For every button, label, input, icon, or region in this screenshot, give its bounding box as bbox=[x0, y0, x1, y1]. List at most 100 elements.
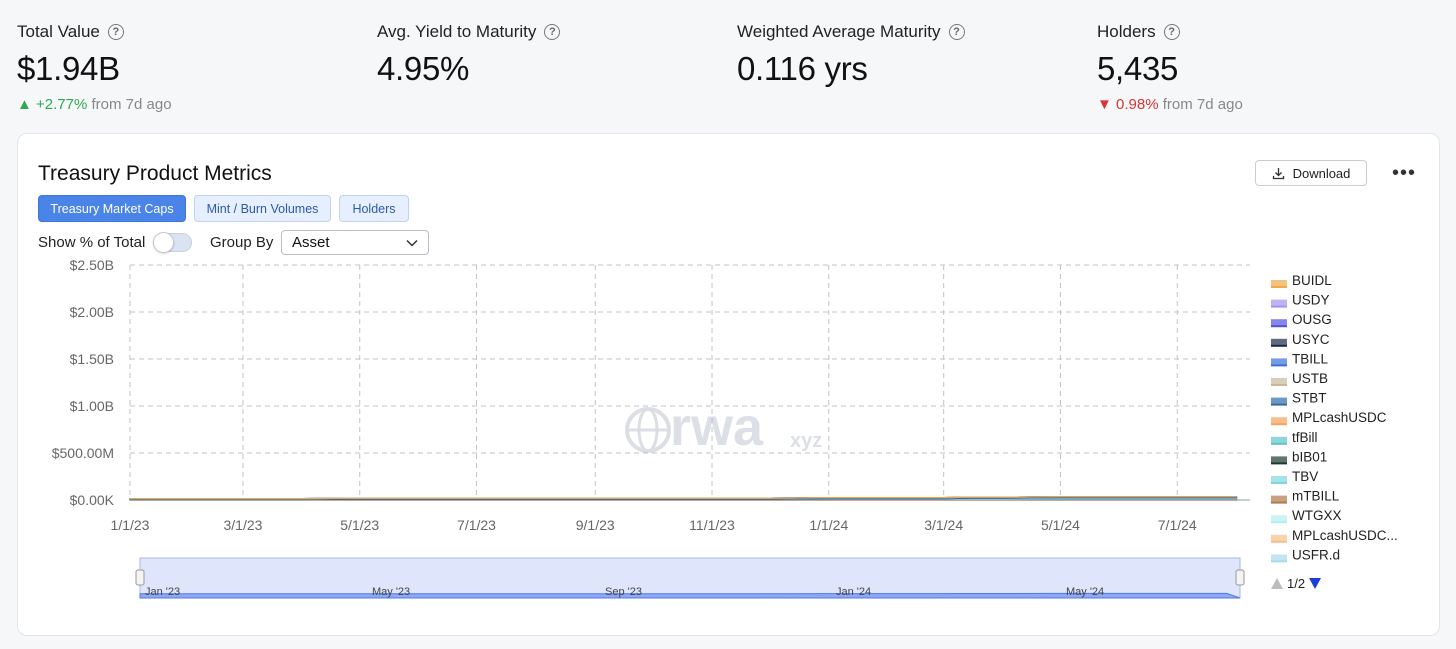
navigator-label: Jan '23 bbox=[145, 586, 180, 598]
metric-avg-yield: Avg. Yield to Maturity? 4.95% bbox=[377, 22, 561, 88]
metric-label: Weighted Average Maturity bbox=[737, 22, 941, 41]
navigator-label: Jan '24 bbox=[836, 586, 871, 598]
legend-label: WTGXX bbox=[1292, 508, 1342, 523]
help-icon[interactable]: ? bbox=[1163, 24, 1180, 40]
y-tick-label: $2.00B bbox=[70, 304, 114, 320]
area-series-buidl[interactable] bbox=[130, 496, 1237, 500]
legend-item[interactable]: tfBill bbox=[1271, 430, 1318, 445]
navigator-label: May '23 bbox=[372, 586, 410, 598]
legend-label: OUSG bbox=[1292, 312, 1332, 327]
x-tick-label: 1/1/23 bbox=[111, 517, 150, 533]
legend-swatch bbox=[1271, 456, 1287, 464]
x-tick-label: 11/1/23 bbox=[689, 517, 735, 533]
change-percent: 0.98% bbox=[1116, 96, 1159, 113]
group-by-select[interactable]: Asset bbox=[281, 230, 429, 255]
metric-label: Avg. Yield to Maturity bbox=[377, 22, 537, 41]
legend-label: BUIDL bbox=[1292, 273, 1332, 288]
metric-value: $1.94B bbox=[17, 50, 120, 87]
metric-label: Total Value bbox=[17, 22, 100, 41]
navigator-handle[interactable] bbox=[135, 569, 145, 586]
toggle-knob bbox=[153, 232, 174, 253]
legend-item[interactable]: MPLcashUSDC... bbox=[1271, 528, 1398, 543]
legend-next-icon[interactable] bbox=[1309, 578, 1321, 589]
change-suffix: from 7d ago bbox=[1162, 96, 1243, 113]
legend-swatch bbox=[1271, 554, 1287, 562]
download-button[interactable]: Download bbox=[1255, 160, 1367, 186]
help-icon[interactable]: ? bbox=[544, 24, 561, 40]
legend-item[interactable]: USDY bbox=[1271, 293, 1330, 308]
legend-prev-icon[interactable] bbox=[1271, 578, 1283, 589]
navigator-area bbox=[139, 592, 1241, 599]
legend-label: MPLcashUSDC bbox=[1292, 410, 1387, 425]
metric-holders: Holders? 5,435 ▼ 0.98% from 7d ago bbox=[1097, 22, 1243, 113]
x-tick-label: 7/1/23 bbox=[457, 517, 496, 533]
metric-total-value: Total Value? $1.94B ▲ +2.77% from 7d ago bbox=[17, 22, 172, 113]
x-tick-label: 9/1/23 bbox=[576, 517, 615, 533]
x-tick-label: 3/1/23 bbox=[223, 517, 262, 533]
legend-swatch bbox=[1271, 280, 1287, 287]
navigator-label: May '24 bbox=[1066, 586, 1104, 598]
legend-page-label: 1/2 bbox=[1287, 576, 1305, 591]
navigator-handle[interactable] bbox=[1235, 569, 1245, 586]
legend-label: USTB bbox=[1292, 371, 1328, 386]
legend-swatch bbox=[1271, 319, 1287, 327]
legend-label: tfBill bbox=[1292, 430, 1318, 445]
legend-item[interactable]: mTBILL bbox=[1271, 489, 1340, 504]
chevron-down-icon bbox=[406, 239, 418, 247]
watermark-suffix: xyz bbox=[790, 430, 822, 452]
legend-item[interactable]: TBV bbox=[1271, 469, 1318, 484]
legend-swatch bbox=[1271, 397, 1287, 405]
legend-swatch bbox=[1271, 378, 1287, 385]
group-by-label: Group By bbox=[210, 234, 274, 251]
legend-item[interactable]: USYC bbox=[1271, 332, 1330, 347]
legend-item[interactable]: MPLcashUSDC bbox=[1271, 410, 1387, 426]
card-title: Treasury Product Metrics bbox=[38, 162, 272, 185]
legend-swatch bbox=[1271, 495, 1287, 503]
tab-treasury-market-caps[interactable]: Treasury Market Caps bbox=[38, 195, 186, 222]
tab-holders[interactable]: Holders bbox=[339, 195, 409, 222]
show-percent-toggle[interactable] bbox=[153, 232, 192, 253]
legend-pagination: 1/2 bbox=[1271, 576, 1321, 591]
watermark: rwa bbox=[670, 397, 764, 457]
more-options-icon[interactable]: ••• bbox=[1392, 162, 1417, 184]
metric-value: 5,435 bbox=[1097, 50, 1179, 87]
help-icon[interactable]: ? bbox=[107, 24, 124, 40]
chart-card: Treasury Product Metrics Download ••• Tr… bbox=[17, 133, 1440, 636]
legend-item[interactable]: BUIDL bbox=[1271, 273, 1332, 288]
x-tick-label: 1/1/24 bbox=[809, 517, 848, 533]
down-arrow-icon: ▼ bbox=[1097, 96, 1112, 113]
legend-label: TBV bbox=[1292, 469, 1318, 484]
legend-label: USDY bbox=[1292, 293, 1330, 308]
y-tick-label: $0.00K bbox=[70, 492, 115, 508]
change-percent: +2.77% bbox=[36, 96, 88, 113]
legend-item[interactable]: USTB bbox=[1271, 371, 1328, 386]
legend-label: TBILL bbox=[1292, 351, 1329, 366]
up-arrow-icon: ▲ bbox=[17, 96, 32, 113]
globe-icon bbox=[625, 407, 671, 453]
legend-item[interactable]: STBT bbox=[1271, 391, 1327, 406]
metric-label: Holders bbox=[1097, 22, 1156, 41]
metric-weighted-maturity: Weighted Average Maturity? 0.116 yrs bbox=[737, 22, 965, 88]
download-label: Download bbox=[1292, 165, 1351, 181]
legend-item[interactable]: USFR.d bbox=[1271, 547, 1340, 563]
legend-label: MPLcashUSDC... bbox=[1292, 528, 1398, 543]
group-by-value: Asset bbox=[292, 234, 330, 251]
legend-swatch bbox=[1271, 358, 1287, 366]
legend-swatch bbox=[1271, 476, 1287, 483]
metric-change: ▲ +2.77% from 7d ago bbox=[17, 96, 172, 113]
help-icon[interactable]: ? bbox=[948, 24, 965, 40]
legend-label: USYC bbox=[1292, 332, 1330, 347]
metric-value: 4.95% bbox=[377, 50, 470, 87]
legend-item[interactable]: TBILL bbox=[1271, 351, 1329, 367]
metric-value: 0.116 yrs bbox=[737, 50, 868, 87]
y-tick-label: $1.00B bbox=[70, 398, 114, 414]
show-percent-label: Show % of Total bbox=[38, 234, 146, 251]
legend-item[interactable]: OUSG bbox=[1271, 312, 1332, 328]
download-icon bbox=[1272, 167, 1284, 179]
legend-swatch bbox=[1271, 515, 1287, 523]
legend-item[interactable]: WTGXX bbox=[1271, 508, 1342, 524]
x-tick-label: 3/1/24 bbox=[924, 517, 963, 533]
tab-mint-burn-volumes[interactable]: Mint / Burn Volumes bbox=[194, 195, 331, 222]
legend-item[interactable]: bIB01 bbox=[1271, 449, 1327, 465]
legend-label: STBT bbox=[1292, 391, 1327, 406]
